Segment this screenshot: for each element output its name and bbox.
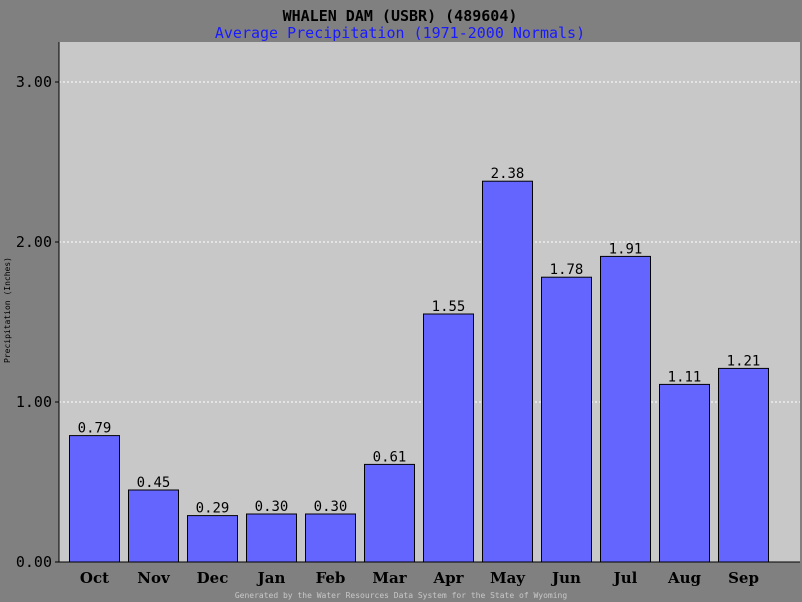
bar-mar [364, 463, 415, 563]
x-tick-label: Aug [667, 569, 702, 587]
chart-subtitle: Average Precipitation (1971-2000 Normals… [215, 24, 585, 42]
value-label: 1.55 [432, 299, 466, 315]
bar-feb [305, 513, 356, 563]
value-label: 0.45 [137, 475, 171, 491]
x-tick-label: Mar [372, 569, 407, 587]
footer-credit: Generated by the Water Resources Data Sy… [235, 591, 568, 600]
x-tick-label: Sep [728, 569, 759, 587]
x-tick-label: Apr [432, 569, 464, 587]
y-tick-label: 3.00 [16, 73, 52, 91]
bar-oct [69, 435, 120, 563]
x-tick-label: Jun [550, 569, 581, 587]
bar-sep [718, 367, 769, 563]
chart-title: WHALEN DAM (USBR) (489604) [283, 7, 518, 25]
value-label: 0.79 [78, 421, 112, 437]
x-tick-label: Jul [612, 569, 638, 587]
labels: 0.00 1.00 2.00 3.00 0.79 Oct 0.45 Nov 0.29 Dec 0.3… [16, 73, 760, 587]
x-tick-label: Jan [256, 569, 286, 587]
value-label: 1.21 [727, 353, 761, 369]
value-label: 1.78 [550, 262, 584, 278]
value-label: 1.91 [609, 241, 643, 257]
x-tick-label: Feb [316, 569, 346, 587]
bar-jul [600, 255, 651, 563]
x-tick-label: May [490, 569, 526, 587]
x-tick-label: Dec [197, 569, 229, 587]
bar-jun [541, 276, 592, 563]
value-label: 0.30 [314, 499, 348, 515]
value-label: 1.11 [668, 369, 702, 385]
value-label: 0.29 [196, 501, 230, 517]
bar-apr [423, 313, 474, 563]
y-tick-label: 0.00 [16, 553, 52, 571]
bar-aug [659, 383, 710, 563]
x-tick-label: Oct [80, 569, 109, 587]
bar-may [482, 180, 533, 563]
value-label: 2.38 [491, 166, 525, 182]
bar-jan [246, 513, 297, 563]
value-label: 0.61 [373, 449, 407, 465]
value-label: 0.30 [255, 499, 289, 515]
bar-nov [128, 489, 179, 563]
bar-dec [187, 515, 238, 563]
x-tick-label: Nov [137, 569, 171, 587]
y-axis-label: Precipitation (Inches) [3, 257, 12, 363]
bars [69, 180, 769, 563]
y-tick-label: 2.00 [16, 233, 52, 251]
axes [55, 42, 800, 563]
y-tick-label: 1.00 [16, 393, 52, 411]
